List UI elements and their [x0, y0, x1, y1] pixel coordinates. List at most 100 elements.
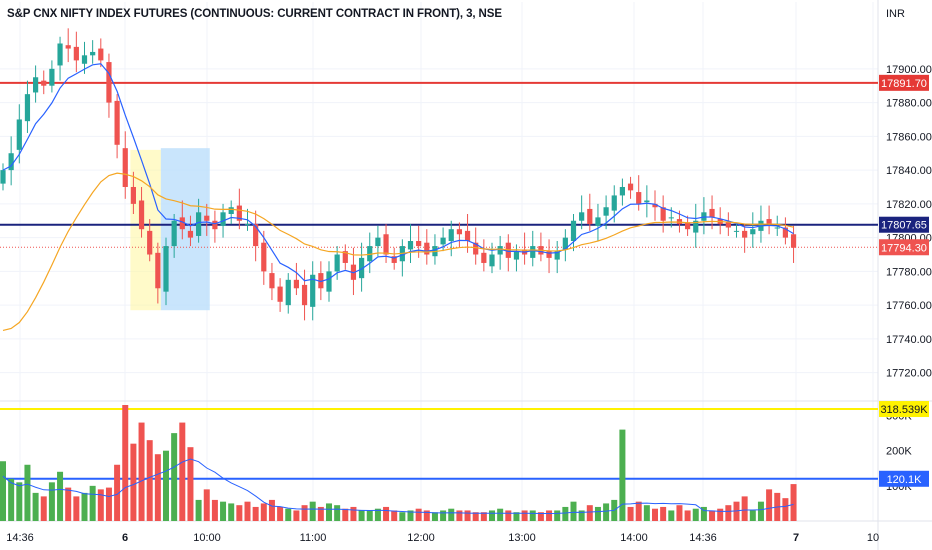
volume-bar: [114, 464, 121, 521]
time-tick-label: 10: [867, 532, 879, 544]
candle-body: [367, 246, 373, 262]
candle-body: [24, 94, 31, 122]
candle-body: [619, 186, 625, 196]
slow-moving-average-line: [2, 172, 794, 332]
volume-bar: [138, 422, 145, 521]
candle-body: [90, 51, 96, 56]
volume-bar: [725, 505, 732, 521]
candle-body: [464, 230, 471, 242]
candle-body: [98, 48, 104, 61]
volume-bar: [554, 510, 561, 521]
highlight-zones: [130, 148, 210, 311]
candle-body: [481, 252, 487, 263]
candle-body: [782, 227, 788, 238]
volume-bar: [358, 510, 365, 521]
level-badges: 17891.70 17807.65 17794.30 318.539K 120.1K: [879, 74, 929, 487]
volume-bar: [154, 454, 161, 521]
moving-averages: [2, 63, 794, 332]
candlesticks: [0, 28, 797, 321]
volume-bar: [285, 508, 292, 521]
candle-body: [660, 207, 666, 221]
volume-bar: [228, 503, 235, 521]
candle-body: [546, 251, 552, 258]
volume-bar: [464, 510, 471, 521]
volume-bar: [391, 510, 398, 521]
candle-body: [310, 274, 316, 307]
volume-bar: [130, 443, 137, 521]
volume-bar: [277, 506, 284, 521]
time-tick-label: 14:36: [6, 532, 34, 544]
level-badge-label: 17794.30: [881, 242, 927, 254]
candle-body: [652, 203, 658, 208]
candle-body: [570, 220, 577, 242]
candle-body: [261, 242, 267, 272]
volume-bar: [40, 496, 47, 521]
level-badge: [879, 470, 929, 487]
candle-body: [603, 207, 609, 216]
volume-bar: [749, 510, 756, 521]
volume-bar: [366, 510, 373, 521]
volume-bar: [24, 464, 31, 521]
chart-title: S&P CNX NIFTY INDEX FUTURES (CONTINUOUS:…: [7, 8, 502, 20]
time-tick-label: 14:36: [689, 532, 717, 544]
volume-bar: [480, 512, 487, 521]
volume-bar: [757, 501, 764, 521]
candle-body: [147, 230, 153, 255]
volume-bar: [32, 492, 39, 521]
candle-body: [456, 229, 462, 235]
candle-body: [41, 80, 47, 86]
currency-label: INR: [886, 8, 905, 20]
volume-bar: [89, 485, 96, 521]
candle-body: [359, 257, 365, 279]
time-tick-label: 13:00: [508, 532, 536, 544]
candle-body: [407, 241, 414, 250]
volume-bar: [187, 447, 194, 521]
volume-bar: [546, 510, 553, 521]
volume-bar: [73, 496, 80, 521]
volume-bar: [562, 506, 569, 521]
volume-bar: [146, 440, 153, 521]
candle-body: [742, 230, 748, 238]
candle-body: [489, 254, 495, 267]
volume-bar: [766, 489, 773, 521]
volume-bar: [179, 422, 186, 521]
level-badge-label: 318.539K: [880, 404, 928, 416]
candle-body: [513, 251, 520, 260]
volume-bar: [782, 498, 789, 521]
volume-bar: [407, 510, 414, 521]
candle-body: [138, 200, 145, 230]
price-axis[interactable]: 17720.0017740.0017760.0017780.0017800.00…: [886, 64, 932, 493]
candle-body: [73, 46, 79, 61]
candle-body: [375, 237, 381, 247]
volume-bar: [643, 505, 650, 521]
volume-bar: [652, 508, 658, 521]
candle-body: [122, 148, 128, 187]
volume-bar: [448, 508, 455, 521]
candle-body: [196, 212, 202, 236]
candle-body: [497, 246, 503, 255]
volume-bar: [268, 499, 275, 521]
candle-body: [171, 220, 177, 247]
candle-body: [725, 222, 731, 228]
volume-bar: [342, 508, 349, 521]
volume-bar: [195, 499, 202, 521]
time-axis[interactable]: 14:36 6 10:00 11:00 12:00 13:00 14:00 14:36 7 10: [6, 532, 879, 544]
candle-body: [155, 252, 161, 289]
volume-bar: [244, 501, 251, 521]
volume-bar: [472, 512, 479, 521]
price-tick-label: 17900.00: [886, 64, 932, 76]
time-tick-label: 11:00: [300, 532, 327, 544]
highlight-zone-blue: [160, 148, 210, 311]
volume-bar: [676, 505, 683, 521]
volume-bar: [383, 506, 390, 521]
price-tick-label: 17740.00: [886, 334, 932, 346]
candle-body: [693, 220, 699, 233]
volume-bar: [497, 508, 504, 521]
volume-panel: [0, 405, 797, 521]
volume-bar: [603, 503, 610, 521]
candle-body: [383, 234, 389, 255]
candle-body: [579, 212, 585, 221]
volume-average-line: [2, 458, 794, 514]
candle-body: [644, 200, 650, 203]
